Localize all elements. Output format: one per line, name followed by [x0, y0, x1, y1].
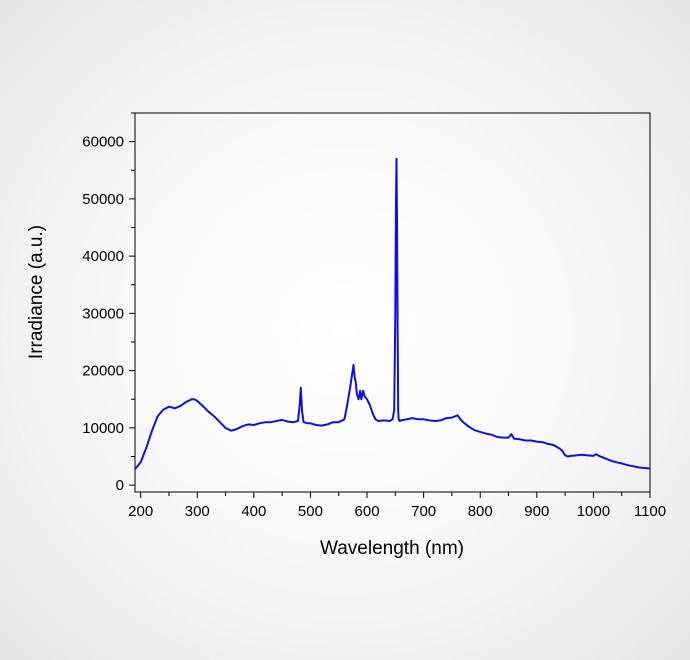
- x-tick-label: 800: [468, 503, 493, 520]
- irradiance-series-line: [134, 157, 651, 470]
- x-tick-label: 400: [241, 503, 266, 520]
- y-tick-label: 10000: [82, 420, 124, 437]
- y-tick-label: 50000: [82, 191, 124, 208]
- x-tick-label: 1000: [577, 503, 610, 520]
- y-tick-label: 0: [116, 477, 124, 494]
- y-tick-label: 30000: [82, 305, 124, 322]
- y-tick-label: 40000: [82, 248, 124, 265]
- x-tick-label: 500: [298, 503, 323, 520]
- x-tick-label: 1100: [634, 503, 666, 520]
- x-tick-label: 900: [524, 503, 549, 520]
- x-tick-label: 700: [411, 503, 436, 520]
- x-tick-label: 200: [128, 503, 153, 520]
- plot-frame: [134, 112, 651, 493]
- x-axis: 200 300 400 500 600 700 800 900 1000 1100: [128, 492, 666, 520]
- x-tick-label: 600: [355, 503, 380, 520]
- x-tick-label: 300: [185, 503, 210, 520]
- y-axis: 0 10000 20000 30000 40000 50000 60000: [82, 112, 135, 494]
- y-tick-label: 60000: [82, 134, 124, 151]
- y-axis-title: Irradiance (a.u.): [26, 225, 47, 359]
- y-tick-label: 20000: [82, 363, 124, 380]
- x-axis-title: Wavelength (nm): [320, 538, 464, 559]
